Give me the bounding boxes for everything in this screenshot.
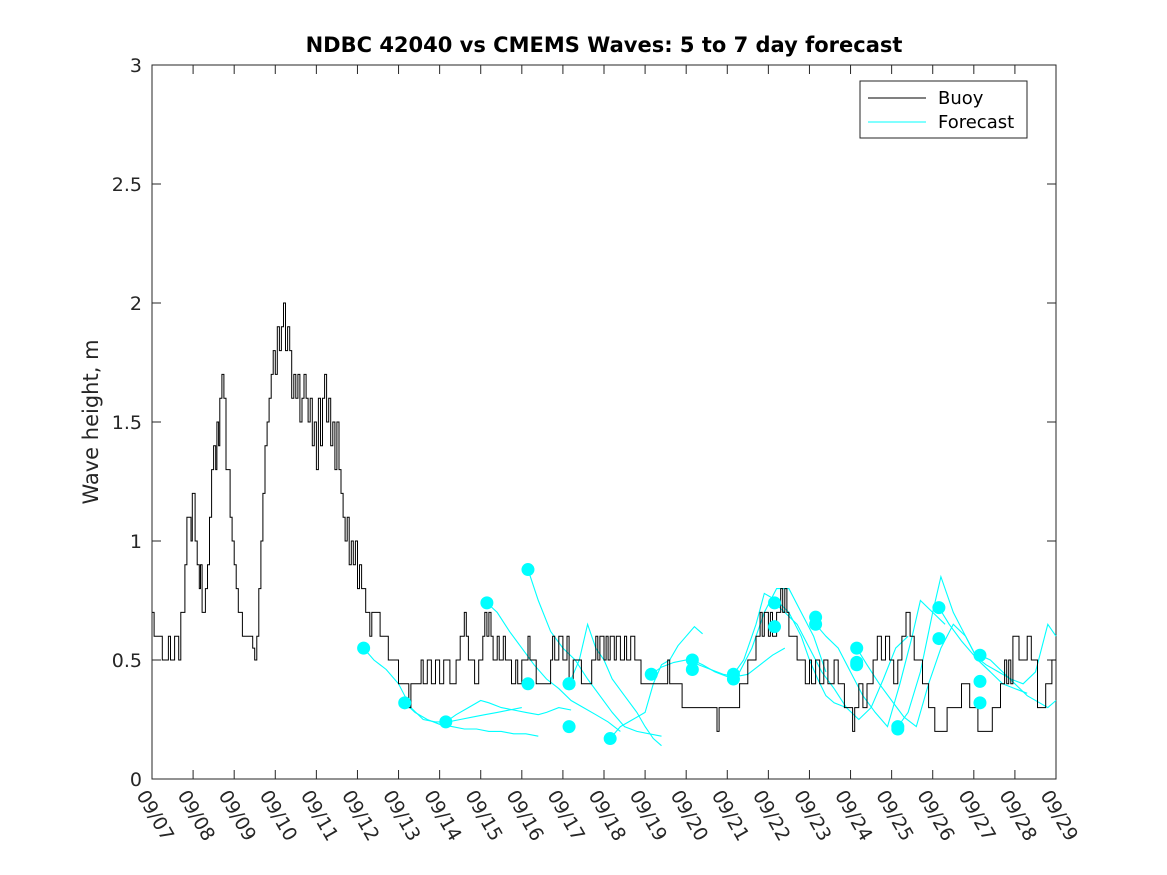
legend: Buoy Forecast xyxy=(859,80,1028,139)
forecast-start-marker xyxy=(685,653,699,667)
forecast-start-marker xyxy=(850,658,864,672)
forecast-start-marker xyxy=(357,641,371,655)
buoy-line xyxy=(152,302,1056,732)
forecast-start-marker xyxy=(439,715,453,729)
forecast-start-marker xyxy=(973,648,987,662)
forecast-run-line xyxy=(486,602,621,732)
forecast-run-line xyxy=(568,622,662,747)
forecast-start-marker xyxy=(521,677,535,691)
forecast-run-line xyxy=(979,654,1057,709)
forecast-start-marker xyxy=(603,732,617,746)
forecast-run-line xyxy=(650,647,786,678)
forecast-start-marker xyxy=(891,722,905,736)
forecast-start-marker xyxy=(768,596,782,610)
legend-forecast-label: Forecast xyxy=(938,112,1014,133)
y-tick-label: 2 xyxy=(130,293,142,315)
chart-title: NDBC 42040 vs CMEMS Waves: 5 to 7 day fo… xyxy=(306,33,903,57)
forecast-start-marker xyxy=(932,601,946,615)
forecast-start-marker xyxy=(973,674,987,688)
buoy-series xyxy=(152,302,1056,732)
y-tick-label: 3 xyxy=(130,55,142,77)
forecast-start-marker xyxy=(809,610,823,624)
y-tick-label: 0.5 xyxy=(112,650,142,672)
forecast-start-marker xyxy=(562,677,576,691)
y-axis-label: Wave height, m xyxy=(79,339,103,504)
legend-box xyxy=(859,80,1028,139)
forecast-start-marker xyxy=(398,696,412,710)
forecast-run-line xyxy=(445,699,572,723)
forecast-run-line xyxy=(815,599,946,728)
forecast-run-line xyxy=(897,574,1028,727)
legend-buoy-label: Buoy xyxy=(938,88,984,109)
forecast-start-marker xyxy=(768,620,782,634)
y-tick-label: 2.5 xyxy=(112,174,142,196)
forecast-start-marker xyxy=(973,696,987,710)
forecast-start-marker xyxy=(932,632,946,646)
forecast-start-marker xyxy=(562,720,576,734)
y-tick-label: 0 xyxy=(130,769,142,791)
forecast-start-markers xyxy=(357,563,987,746)
forecast-run-line xyxy=(609,625,703,739)
forecast-run-line xyxy=(938,607,1057,685)
forecast-start-marker xyxy=(726,672,740,686)
y-tick-label: 1.5 xyxy=(112,412,142,434)
forecast-run-line xyxy=(692,588,827,678)
forecast-start-marker xyxy=(644,667,658,681)
forecast-run-line xyxy=(527,569,662,737)
forecast-start-marker xyxy=(480,596,494,610)
forecast-run-line xyxy=(774,602,909,721)
y-tick-label: 1 xyxy=(130,531,142,553)
forecast-start-marker xyxy=(521,563,535,577)
forecast-run-line xyxy=(404,702,539,737)
forecast-start-marker xyxy=(685,663,699,677)
forecast-start-marker xyxy=(850,641,864,655)
forecast-run-line xyxy=(732,592,847,709)
